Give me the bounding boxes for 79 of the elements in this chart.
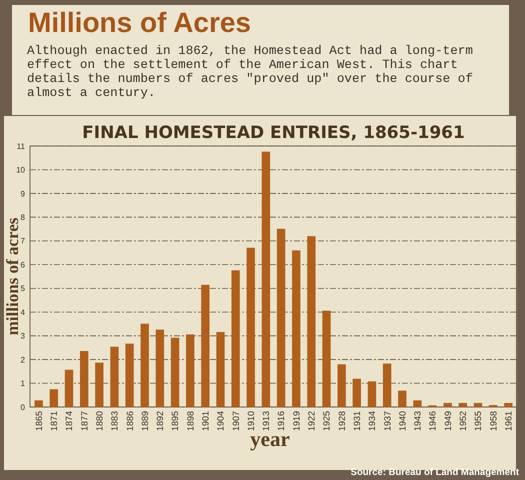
bar — [170, 338, 180, 407]
x-tick-label: 1874 — [64, 411, 74, 432]
source-note: Source: Bureau of Land Management — [350, 467, 520, 478]
y-tick-label: 0 — [20, 402, 26, 412]
y-tick-label: 9 — [20, 189, 26, 198]
bar — [50, 389, 58, 407]
bar — [216, 332, 225, 407]
bar — [413, 400, 422, 407]
bar — [186, 334, 194, 407]
bar — [307, 236, 316, 407]
x-tick-label: 1895 — [170, 411, 180, 432]
x-tick-label: 1865 — [34, 411, 44, 432]
bar — [34, 400, 43, 407]
x-tick-label: 1904 — [216, 411, 226, 432]
bar — [292, 250, 300, 407]
bar — [80, 351, 88, 407]
chart-subtitle: Although enacted in 1862, the Homestead Act had a long-term effect on the settlement of the American West. This chart details the numbers of acres "proved up" over the course of almost a century. — [27, 44, 473, 100]
x-tick-label: 1910 — [246, 411, 256, 432]
x-tick-label: 1922 — [306, 411, 317, 432]
bar — [398, 390, 406, 407]
bar — [95, 362, 104, 407]
bar — [382, 364, 392, 407]
x-tick-label: 1949 — [442, 411, 453, 432]
bar — [246, 248, 255, 407]
bar — [156, 330, 164, 407]
y-tick-label: 1 — [20, 379, 26, 388]
y-tick-label: 7 — [20, 236, 26, 246]
y-tick-label: 6 — [20, 260, 26, 270]
y-tick-label: 5 — [20, 284, 26, 294]
x-tick-label: 1955 — [473, 411, 484, 432]
x-tick-label: 1913 — [261, 411, 272, 432]
y-tick-label: 2 — [20, 355, 26, 364]
x-tick-label: 1940 — [397, 411, 408, 432]
text: Millions of Acres — [28, 7, 252, 38]
x-tick-label: 1931 — [352, 411, 362, 432]
x-tick-label: 1934 — [367, 411, 378, 432]
y-tick-label: 3 — [20, 332, 26, 341]
x-tick-label: 1943 — [412, 411, 423, 432]
bar — [458, 402, 468, 407]
bar — [352, 378, 361, 407]
bar — [444, 402, 452, 407]
bar — [504, 402, 512, 407]
x-tick-label: 1901 — [200, 411, 210, 432]
bar — [140, 324, 149, 407]
bar — [276, 228, 286, 407]
bar — [322, 310, 331, 407]
x-tick-label: 1880 — [94, 411, 104, 432]
bar — [110, 346, 119, 407]
bar — [201, 284, 210, 407]
bar — [262, 152, 270, 407]
y-tick-label: 11 — [16, 142, 26, 151]
bar — [368, 381, 376, 407]
x-tick-label: 1928 — [336, 411, 347, 432]
bar — [231, 270, 240, 407]
y-axis-title: millions of acres — [3, 217, 22, 336]
bar — [64, 370, 74, 407]
x-tick-label: 1898 — [185, 411, 196, 432]
x-tick-label: 1937 — [382, 411, 392, 432]
x-tick-label: 1946 — [428, 411, 438, 432]
x-tick-label: 1907 — [230, 411, 241, 432]
x-tick-label: 1871 — [49, 411, 60, 432]
bar — [474, 402, 482, 407]
bar — [125, 344, 134, 407]
x-tick-label: 1886 — [124, 411, 135, 432]
bar — [338, 364, 346, 407]
x-tick-label: 1889 — [140, 411, 150, 432]
x-tick-label: 1961 — [503, 411, 514, 432]
chart-title: FINAL HOMESTEAD ENTRIES, 1865-1961 — [82, 123, 465, 143]
x-tick-label: 1952 — [458, 411, 468, 432]
y-tick-label: 10 — [16, 166, 26, 175]
x-tick-label: 1916 — [276, 411, 286, 432]
y-tick-label: 4 — [20, 308, 26, 317]
x-tick-label: 1883 — [110, 411, 120, 432]
x-tick-label: 1919 — [291, 411, 302, 432]
x-tick-label: 1892 — [155, 411, 166, 432]
y-tick-label: 8 — [20, 212, 26, 222]
x-tick-label: 1958 — [488, 411, 498, 432]
x-tick-label: 1925 — [322, 411, 332, 432]
x-tick-label: 1877 — [79, 411, 90, 432]
